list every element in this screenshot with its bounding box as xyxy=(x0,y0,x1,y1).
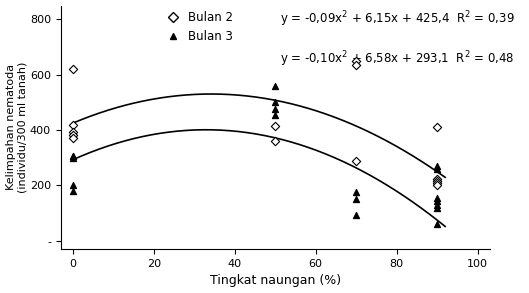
Point xyxy=(352,63,360,67)
Point xyxy=(69,154,77,159)
Point xyxy=(433,179,441,184)
Point xyxy=(352,212,360,217)
Point xyxy=(271,100,279,105)
Point xyxy=(69,132,77,137)
Point xyxy=(352,158,360,163)
Y-axis label: Kelimpahan nematoda
(individu/300 ml tanah): Kelimpahan nematoda (individu/300 ml tan… xyxy=(6,62,27,193)
Point xyxy=(433,205,441,210)
X-axis label: Tingkat naungan (%): Tingkat naungan (%) xyxy=(209,275,341,287)
Point xyxy=(433,164,441,168)
Point xyxy=(69,136,77,141)
Point xyxy=(69,67,77,71)
Point xyxy=(69,189,77,193)
Point xyxy=(69,153,77,158)
Point xyxy=(352,190,360,195)
Point xyxy=(271,113,279,117)
Point xyxy=(433,181,441,186)
Point xyxy=(271,106,279,111)
Point xyxy=(433,167,441,172)
Point xyxy=(433,196,441,200)
Point xyxy=(433,198,441,203)
Point xyxy=(69,129,77,134)
Point xyxy=(433,183,441,188)
Text: y = -0,10x$^2$ + 6,58x + 293,1  R$^2$ = 0,48: y = -0,10x$^2$ + 6,58x + 293,1 R$^2$ = 0… xyxy=(279,50,514,69)
Point xyxy=(352,59,360,63)
Point xyxy=(352,197,360,202)
Point xyxy=(69,156,77,160)
Point xyxy=(433,202,441,207)
Point xyxy=(69,122,77,127)
Point xyxy=(433,176,441,181)
Point xyxy=(271,124,279,128)
Point xyxy=(433,125,441,130)
Point xyxy=(69,183,77,188)
Point xyxy=(271,84,279,88)
Text: y = -0,09x$^2$ + 6,15x + 425,4  R$^2$ = 0,39: y = -0,09x$^2$ + 6,15x + 425,4 R$^2$ = 0… xyxy=(279,9,514,29)
Legend: Bulan 2, Bulan 3: Bulan 2, Bulan 3 xyxy=(161,11,233,43)
Point xyxy=(271,139,279,144)
Point xyxy=(433,222,441,226)
